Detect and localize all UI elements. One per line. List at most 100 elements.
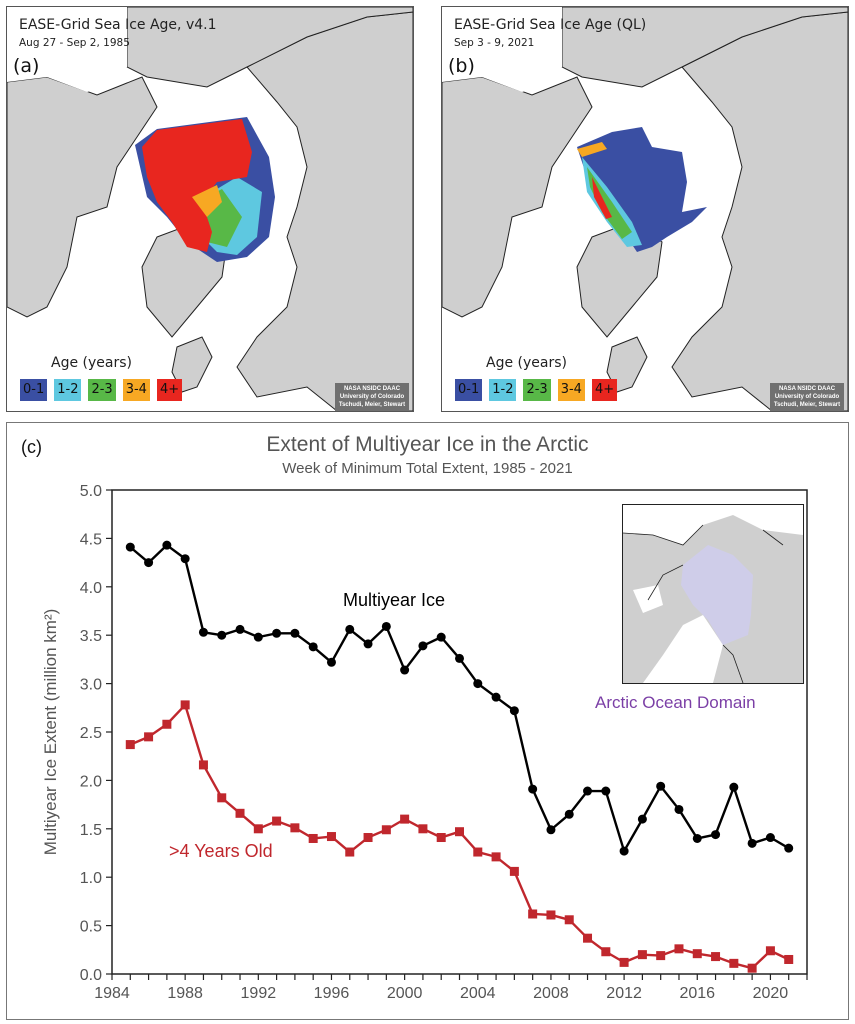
data-point-over-4-years [235,808,245,818]
data-point-multiyear-ice [217,630,227,640]
series-label-over-4-years: >4 Years Old [169,841,273,861]
data-point-over-4-years [491,852,501,862]
data-point-multiyear-ice [326,657,336,667]
data-point-multiyear-ice [180,554,190,564]
data-point-multiyear-ice [509,706,519,716]
y-tick-label: 2.5 [80,725,102,742]
data-point-multiyear-ice [711,830,721,840]
map-panel-a: EASE-Grid Sea Ice Age, v4.1 Aug 27 - Sep… [6,6,414,412]
age-legend: 0-1 1-2 2-3 3-4 4+ [20,379,183,401]
credit-box: NASA NSIDC DAAC University of Colorado T… [335,383,409,411]
data-point-over-4-years [674,944,684,954]
multiyear-ice-line-chart: 0.0 0.5 1.0 1.5 2.0 2.5 3.0 3.5 4.0 4.5 5.0 1984 198… [41,483,808,1002]
arctic-ocean-domain-inset-map [622,504,804,684]
y-axis-label: Multiyear Ice Extent (million km²) [41,609,60,856]
data-point-over-4-years [144,732,154,742]
data-point-multiyear-ice [747,838,757,848]
x-tick-label: 1988 [167,985,203,1002]
y-tick-label: 5.0 [80,483,102,500]
inset-hudson-white [633,585,663,613]
data-point-multiyear-ice [198,627,208,637]
data-point-multiyear-ice [381,621,391,631]
y-tick-label: 1.5 [80,822,102,839]
data-point-over-4-years [656,951,666,961]
data-point-over-4-years [253,824,263,834]
arctic-ocean-domain-area [681,545,753,645]
sea-ice-age-map-1985 [7,7,413,411]
x-tick-label: 2016 [679,985,715,1002]
land-alaska [7,7,127,92]
y-tick-label: 2.0 [80,773,102,790]
data-point-over-4-years [381,825,391,835]
data-point-over-4-years [345,847,355,857]
panel-letter: (c) [21,437,42,457]
y-tick-label: 1.0 [80,870,102,887]
y-tick-label: 0.5 [80,919,102,936]
ice-region-green [587,167,632,239]
legend-item-2-3: 2-3 [523,379,551,401]
y-tick-label: 3.5 [80,628,102,645]
data-point-over-4-years [601,947,611,957]
map-panel-b: EASE-Grid Sea Ice Age (QL) Sep 3 - 9, 20… [441,6,849,412]
data-point-multiyear-ice [455,653,464,663]
y-tick-label: 0.0 [80,967,102,984]
data-point-multiyear-ice [546,825,556,835]
credit-line: Tschudi, Meier, Stewart [773,402,841,408]
legend-item-3-4: 3-4 [557,379,585,401]
legend-item-3-4: 3-4 [122,379,150,401]
data-point-over-4-years [784,954,794,964]
chart-title: Extent of Multiyear Ice in the Arctic [266,433,589,456]
legend-item-1-2: 1-2 [489,379,517,401]
data-point-multiyear-ice [290,628,300,638]
data-point-over-4-years [619,957,629,967]
ice-region-orange [577,142,607,157]
data-point-over-4-years [363,833,373,843]
x-tick-label: 1984 [94,985,130,1002]
inset-ocean-white [623,505,803,545]
data-point-multiyear-ice [418,641,428,651]
panel-letter: (b) [448,55,475,77]
inset-atlantic-white [643,615,723,683]
credit-line: NASA NSIDC DAAC [778,386,836,392]
ice-region-old [142,119,252,252]
land-north-america [442,76,593,318]
data-point-over-4-years [217,793,227,803]
ice-region-young [577,127,707,252]
series-label-multiyear-ice: Multiyear Ice [343,590,445,610]
panel-letter: (a) [13,55,40,77]
x-tick-label: 2008 [533,985,569,1002]
data-point-over-4-years [272,816,282,826]
credit-box: NASA NSIDC DAAC University of Colorado T… [770,383,844,411]
legend-item-1-2: 1-2 [54,379,82,401]
credit-line: University of Colorado [774,394,840,400]
data-point-over-4-years [455,827,464,837]
data-point-over-4-years [180,700,190,710]
data-point-multiyear-ice [601,786,611,796]
land-uk [606,336,648,393]
data-point-over-4-years [546,910,556,920]
data-point-over-4-years [418,824,428,834]
data-point-over-4-years [583,933,593,943]
data-point-multiyear-ice [272,628,282,638]
legend-item-4-plus: 4+ [591,379,618,401]
data-point-multiyear-ice [400,665,410,675]
data-point-multiyear-ice [564,809,574,819]
y-tick-label: 4.5 [80,531,102,548]
data-point-multiyear-ice [125,542,135,552]
data-point-over-4-years [290,823,300,833]
y-tick-label: 4.0 [80,580,102,597]
land-uk [171,336,213,393]
data-point-over-4-years [308,833,318,843]
data-point-multiyear-ice [144,558,154,568]
y-tick-label: 3.0 [80,677,102,694]
map-date-range: Sep 3 - 9, 2021 [454,37,535,49]
age-legend: 0-1 1-2 2-3 3-4 4+ [455,379,618,401]
data-point-multiyear-ice [656,781,666,791]
ice-region-old [592,177,612,219]
data-point-multiyear-ice [692,833,702,843]
data-point-multiyear-ice [345,624,355,634]
chart-panel-c: (c) Extent of Multiyear Ice in the Arcti… [6,422,849,1020]
series-line-over-4-years [129,703,790,970]
x-tick-label: 1992 [241,985,277,1002]
x-tick-label: 2012 [606,985,642,1002]
